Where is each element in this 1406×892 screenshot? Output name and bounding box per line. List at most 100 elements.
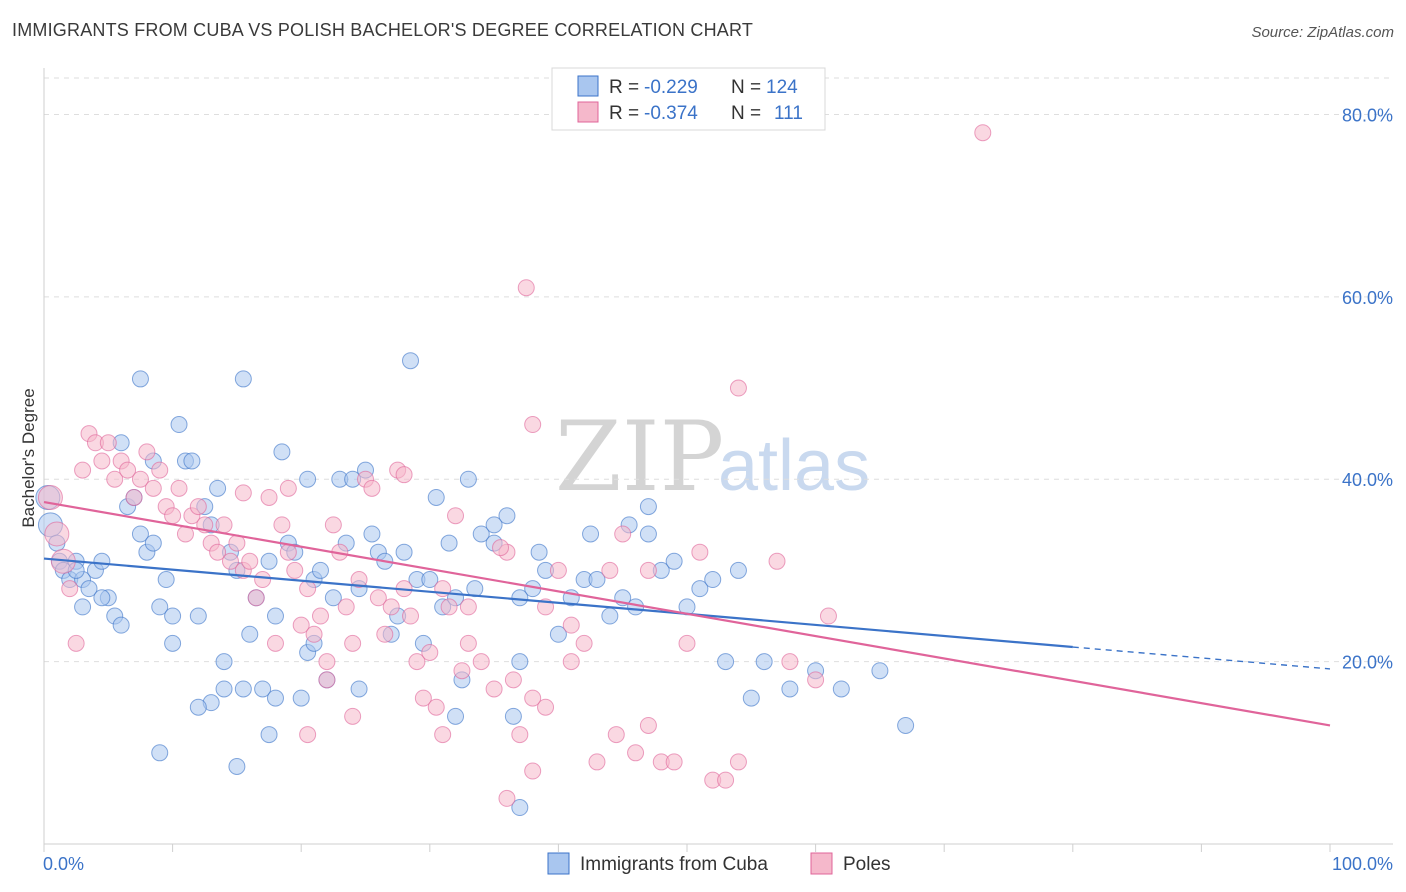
watermark-atlas: atlas (718, 426, 870, 506)
series-poles-points (37, 124, 992, 807)
point-cuba-52 (363, 525, 381, 543)
point-cuba-111 (639, 498, 657, 516)
point-poles-93 (395, 466, 413, 484)
top-legend: R = -0.229 N = 124 R = -0.374 N = 111 (551, 67, 826, 131)
point-cuba-24 (183, 452, 201, 470)
point-poles-23 (189, 498, 207, 516)
point-poles-100 (344, 707, 362, 725)
trendlines (43, 500, 1331, 727)
point-poles-48 (350, 571, 368, 589)
point-poles-84 (717, 771, 735, 789)
point-cuba-79 (601, 607, 619, 625)
point-cuba-38 (273, 443, 291, 461)
point-poles-12 (119, 461, 137, 479)
point-cuba-69 (472, 525, 490, 543)
point-poles-99 (607, 726, 625, 744)
point-poles-47 (344, 634, 362, 652)
point-poles-40 (299, 580, 317, 598)
point-cuba-99 (151, 744, 169, 762)
point-cuba-21 (164, 634, 182, 652)
point-poles-0 (37, 484, 63, 510)
point-poles-68 (511, 726, 529, 744)
point-poles-64 (459, 634, 477, 652)
x-tick-label-max: 100.0% (1332, 854, 1393, 874)
point-cuba-112 (530, 543, 548, 561)
point-cuba-89 (729, 561, 747, 579)
point-poles-81 (678, 634, 696, 652)
point-cuba-75 (549, 625, 567, 643)
point-poles-3 (61, 580, 79, 598)
point-cuba-102 (266, 689, 284, 707)
point-poles-53 (382, 598, 400, 616)
legend-swatch-cuba (577, 75, 599, 97)
point-cuba-116 (582, 525, 600, 543)
point-poles-5 (74, 461, 92, 479)
legend-r-label-cuba: R = (609, 77, 639, 98)
point-cuba-94 (832, 680, 850, 698)
point-poles-106 (318, 653, 336, 671)
point-poles-62 (440, 598, 458, 616)
point-cuba-88 (717, 653, 735, 671)
point-cuba-37 (266, 607, 284, 625)
y-tick-label-20: 20.0% (1342, 653, 1393, 673)
series-cuba-points (35, 352, 915, 817)
point-cuba-67 (459, 470, 477, 488)
point-poles-19 (164, 507, 182, 525)
point-poles-16 (144, 479, 162, 497)
point-poles-95 (524, 689, 542, 707)
point-poles-77 (627, 744, 645, 762)
point-poles-69 (524, 416, 542, 434)
bottom-legend-swatch-poles (810, 852, 833, 875)
point-poles-78 (639, 716, 657, 734)
point-cuba-58 (402, 352, 420, 370)
bottom-legend: Immigrants from Cuba Poles (547, 852, 891, 875)
point-cuba-101 (260, 726, 278, 744)
point-cuba-29 (215, 653, 233, 671)
point-poles-92 (729, 379, 747, 397)
point-poles-31 (241, 552, 259, 570)
point-cuba-82 (639, 525, 657, 543)
point-poles-110 (299, 726, 317, 744)
point-cuba-122 (93, 589, 111, 607)
point-cuba-115 (504, 707, 522, 725)
point-cuba-36 (260, 552, 278, 570)
point-poles-36 (273, 516, 291, 534)
point-cuba-35 (254, 680, 272, 698)
axes (43, 68, 1393, 852)
point-cuba-46 (324, 589, 342, 607)
point-cuba-16 (131, 525, 149, 543)
legend-r-label-poles: R = (609, 103, 639, 124)
point-poles-8 (93, 452, 111, 470)
point-poles-56 (402, 607, 420, 625)
point-poles-28 (221, 552, 239, 570)
point-poles-73 (575, 634, 593, 652)
point-poles-66 (485, 680, 503, 698)
point-poles-35 (266, 634, 284, 652)
point-poles-105 (279, 479, 297, 497)
point-poles-20 (170, 479, 188, 497)
y-tick-label-40: 40.0% (1342, 470, 1393, 490)
point-poles-108 (504, 671, 522, 689)
point-cuba-97 (131, 370, 149, 388)
point-poles-4 (67, 634, 85, 652)
point-cuba-28 (209, 479, 227, 497)
point-poles-104 (537, 698, 555, 716)
point-cuba-92 (781, 680, 799, 698)
point-poles-46 (337, 598, 355, 616)
point-poles-41 (305, 625, 323, 643)
point-poles-102 (498, 789, 516, 807)
point-poles-98 (562, 653, 580, 671)
point-cuba-32 (234, 680, 252, 698)
point-cuba-90 (742, 689, 760, 707)
point-poles-37 (279, 543, 297, 561)
legend-r-value-cuba: -0.229 (644, 77, 698, 98)
point-poles-14 (131, 470, 149, 488)
point-cuba-98 (234, 370, 252, 388)
point-poles-61 (434, 726, 452, 744)
point-poles-43 (318, 671, 336, 689)
point-poles-33 (254, 571, 272, 589)
point-cuba-18 (144, 534, 162, 552)
point-poles-75 (601, 561, 619, 579)
point-cuba-33 (241, 625, 259, 643)
trendline-cuba-extension (1072, 646, 1331, 670)
